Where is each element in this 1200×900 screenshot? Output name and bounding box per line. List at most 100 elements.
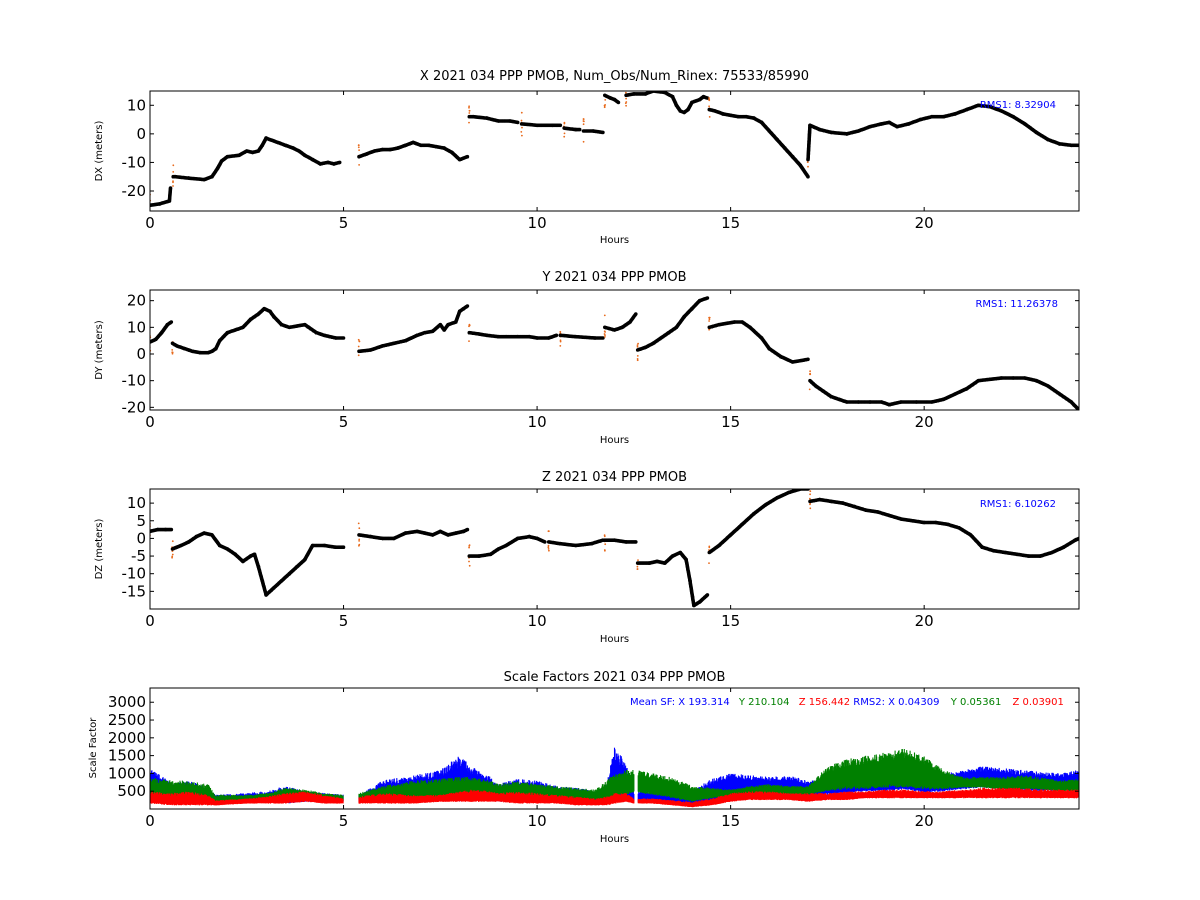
- outlier-point: [636, 345, 639, 348]
- data-point: [168, 186, 173, 190]
- outlier-point: [357, 146, 360, 149]
- y-tick-label: -10: [122, 153, 147, 171]
- y-tick-label: 0: [136, 125, 146, 143]
- y-tick-label: 20: [127, 292, 146, 310]
- outlier-point: [636, 344, 639, 346]
- outlier-point: [358, 538, 361, 541]
- y-tick-label: 10: [127, 318, 146, 336]
- outlier-point: [624, 102, 627, 105]
- y-tick-label: 10: [127, 494, 146, 512]
- data-point: [465, 154, 470, 159]
- outlier-point: [637, 342, 639, 345]
- outlier-point: [559, 345, 562, 347]
- data-point: [634, 312, 638, 316]
- outlier-point: [468, 340, 470, 342]
- data-point: [341, 545, 346, 549]
- y-tick-label: 5: [136, 512, 146, 530]
- y-tick-label: -15: [122, 582, 147, 600]
- outlier-point: [809, 497, 811, 500]
- data-point: [337, 160, 342, 165]
- outlier-point: [604, 543, 607, 546]
- data-point: [705, 593, 710, 597]
- data-point: [806, 357, 810, 362]
- outlier-point: [807, 165, 809, 168]
- outlier-point: [171, 351, 174, 354]
- outlier-point: [809, 507, 812, 510]
- outlier-point: [548, 549, 550, 552]
- dy-ylabel: DY (meters): [94, 320, 105, 380]
- outlier-point: [708, 105, 710, 108]
- outlier-point: [468, 109, 471, 112]
- dx-data-layer: [150, 91, 1079, 211]
- outlier-point: [547, 546, 550, 549]
- x-tick-label: 0: [145, 214, 155, 232]
- dy-subplot: Y 2021 034 PPP PMOB 0 5 10 15 2020100-10-20 …: [94, 270, 1080, 446]
- outlier-point: [603, 333, 606, 335]
- sf-title: Scale Factors 2021 034 PPP PMOB: [504, 670, 726, 685]
- data-point: [554, 333, 559, 338]
- outlier-point: [708, 562, 710, 564]
- outlier-point: [468, 106, 470, 109]
- outlier-point: [625, 104, 627, 107]
- dx-rms-annotation: RMS1: 8.32904: [980, 100, 1056, 111]
- y-tick-label: -10: [122, 372, 147, 390]
- y-tick-label: 0: [136, 345, 146, 363]
- outlier-point: [171, 555, 174, 558]
- outlier-point: [357, 522, 360, 525]
- outlier-point: [468, 112, 471, 114]
- dz-plot-frame: [149, 488, 1080, 610]
- outlier-point: [708, 320, 710, 322]
- outlier-point: [604, 549, 606, 552]
- outlier-point: [521, 134, 523, 137]
- dx-title: X 2021 034 PPP PMOB, Num_Obs/Num_Rinex: …: [420, 69, 809, 84]
- outlier-point: [603, 105, 606, 107]
- dy-data-layer: [150, 296, 1079, 410]
- y-tick-label: 0: [136, 529, 146, 547]
- x-tick-label: 15: [721, 214, 740, 232]
- dx-ylabel: DX (meters): [94, 120, 105, 181]
- outlier-point: [172, 185, 174, 187]
- data-point: [558, 123, 563, 128]
- data-point: [705, 296, 710, 300]
- outlier-point: [625, 91, 627, 94]
- outlier-point: [582, 118, 585, 120]
- sf-subplot: Scale Factors 2021 034 PPP PMOB 0 5 10 15 20…: [88, 670, 1080, 845]
- dy-plot-frame: [149, 289, 1080, 411]
- outlier-point: [357, 338, 360, 341]
- data-point: [634, 540, 638, 544]
- outlier-point: [806, 161, 809, 164]
- x-tick-label: 10: [528, 214, 547, 232]
- dz-rms-annotation: RMS1: 6.10262: [980, 499, 1056, 510]
- outlier-point: [171, 540, 174, 543]
- outlier-point: [563, 132, 566, 135]
- outlier-point: [563, 121, 566, 124]
- x-tick-label: 0: [145, 612, 155, 630]
- outlier-point: [172, 164, 175, 167]
- outlier-point: [604, 99, 607, 101]
- outlier-point: [521, 126, 523, 129]
- data-point: [616, 100, 621, 105]
- x-tick-label: 0: [145, 413, 155, 431]
- x-tick-label: 20: [915, 214, 934, 232]
- outlier-point: [171, 553, 174, 556]
- x-tick-label: 10: [528, 612, 547, 630]
- outlier-point: [468, 564, 471, 567]
- dx-plot-frame: [149, 90, 1080, 212]
- outlier-point: [559, 330, 562, 333]
- x-tick-label: 5: [339, 612, 349, 630]
- outlier-point: [625, 97, 627, 100]
- dz-data-layer: [150, 489, 1079, 608]
- outlier-point: [468, 105, 470, 108]
- outlier-point: [520, 131, 523, 133]
- outlier-point: [637, 559, 639, 561]
- outlier-point: [468, 325, 470, 328]
- outlier-point: [708, 545, 711, 548]
- outlier-point: [708, 99, 711, 102]
- outlier-point: [468, 121, 470, 124]
- x-tick-label: 10: [528, 413, 547, 431]
- outlier-point: [809, 493, 811, 496]
- data-point: [169, 320, 174, 324]
- outlier-point: [547, 548, 550, 550]
- outlier-point: [582, 140, 585, 143]
